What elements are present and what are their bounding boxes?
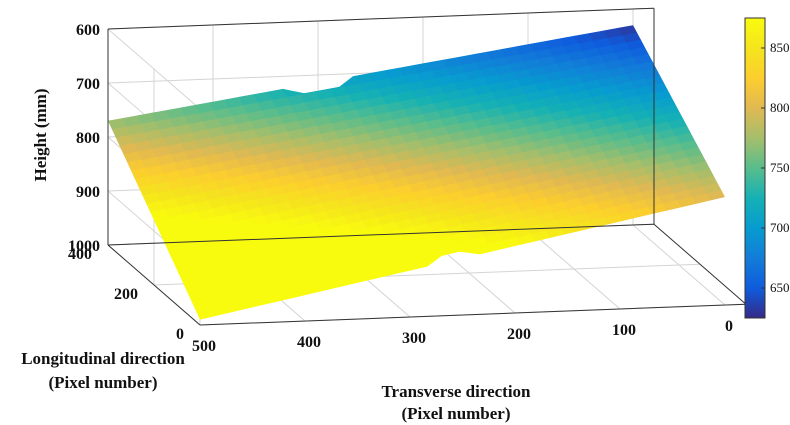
x-tick-label: 100 [612, 322, 636, 339]
y-axis-title-line2: (Pixel number) [48, 373, 157, 392]
z-tick-label: 700 [76, 76, 100, 93]
box-edge [653, 223, 747, 305]
z-tick-labels: 600 700 800 900 1000 [68, 22, 100, 255]
colorbar-tick-label: 800 [770, 100, 790, 115]
x-tick-label: 0 [725, 318, 733, 335]
colorbar-tick-labels: 650 700 750 800 850 [761, 40, 790, 295]
z-tick-label: 600 [76, 22, 100, 39]
box-edge [107, 244, 201, 326]
y-axis-title-line1: Longitudinal direction [21, 349, 185, 368]
y-tick-label: 400 [68, 246, 92, 263]
x-tick-label: 500 [192, 338, 216, 355]
x-tick-labels: 500 400 300 200 100 0 [192, 318, 733, 355]
x-axis-title-line1: Transverse direction [381, 382, 531, 401]
y-tick-label: 0 [176, 326, 184, 343]
x-tick-label: 400 [297, 334, 321, 351]
z-tick-label: 1000 [68, 238, 100, 255]
x-tick-label: 200 [507, 326, 531, 343]
box-edge [107, 223, 655, 246]
colorbar-tick-label: 750 [770, 160, 790, 175]
colorbar-tick-label: 700 [770, 220, 790, 235]
y-tick-label: 200 [114, 286, 138, 303]
surface-cell [617, 25, 638, 36]
colorbar-tick-label: 650 [770, 280, 790, 295]
x-axis-title-line2: (Pixel number) [401, 404, 510, 423]
y-tick-labels: 0 200 400 [68, 246, 184, 343]
surface-plane [108, 25, 725, 320]
box-edge [107, 7, 655, 30]
z-axis-title: Height (mm) [31, 88, 50, 181]
colorbar-tick-label: 850 [770, 40, 790, 55]
axes-box [107, 7, 747, 326]
box-edge [199, 303, 747, 326]
x-tick-label: 300 [402, 330, 426, 347]
z-tick-label: 900 [76, 184, 100, 201]
z-tick-label: 800 [76, 130, 100, 147]
